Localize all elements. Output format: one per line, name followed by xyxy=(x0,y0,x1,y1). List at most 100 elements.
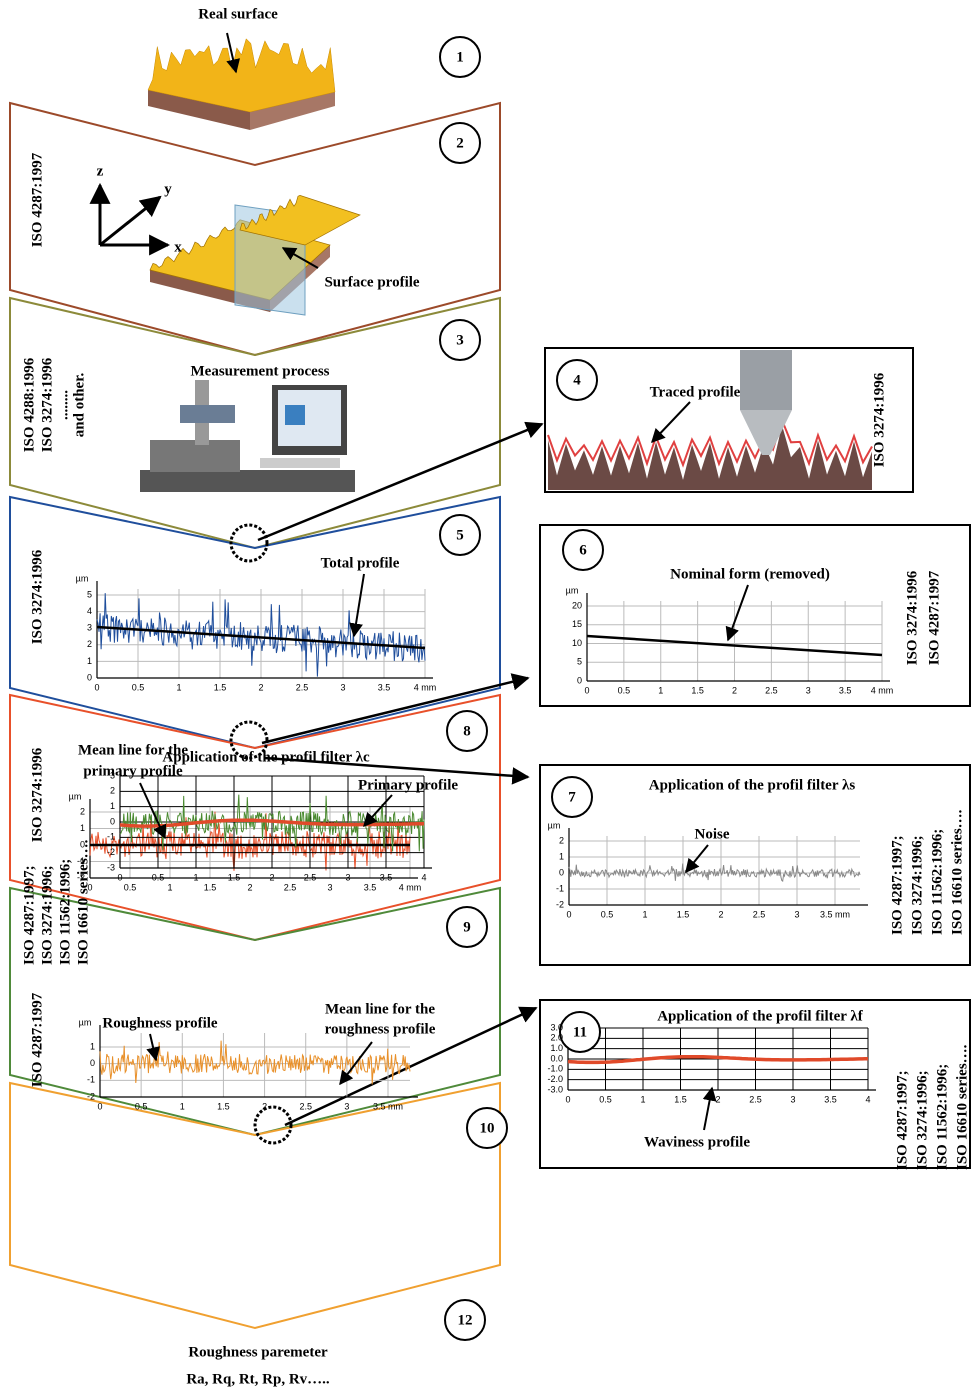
iso-label: ISO 3274:1996 xyxy=(39,357,55,452)
y-tick-label: 15 xyxy=(572,619,582,629)
y-tick-label: -1.0 xyxy=(547,1064,563,1074)
y-tick-label: 1 xyxy=(87,656,92,666)
x-tick-label: 2.5 xyxy=(284,882,297,892)
x-tick-label: 1.5 xyxy=(214,682,227,692)
iso-label: ISO 11562:1996; xyxy=(57,859,73,965)
x-tick-label: 1.5 xyxy=(204,882,217,892)
label: Nominal form (removed) xyxy=(670,566,830,582)
step-number: 11 xyxy=(573,1024,587,1040)
x-tick-label: 2 xyxy=(262,1101,267,1111)
panel-7 xyxy=(540,765,970,965)
step-number: 5 xyxy=(456,527,464,543)
label: primary profile xyxy=(83,763,183,779)
y-tick-label: -1 xyxy=(107,832,115,842)
y-tick-label: -2 xyxy=(556,899,564,909)
step-number: 3 xyxy=(456,332,464,348)
iso-label: ISO 16610 series…. xyxy=(954,1044,970,1170)
x-tick-label: 1 xyxy=(167,882,172,892)
x-tick-label: 1.5 xyxy=(217,1101,230,1111)
x-tick-label: 0 xyxy=(566,909,571,919)
y-tick-label: 0 xyxy=(90,1058,95,1068)
axis-name: z xyxy=(97,163,104,179)
x-tick-label: 4 xyxy=(421,872,426,882)
iso-label: ISO 3274:1996; xyxy=(909,835,925,935)
label: Waviness profile xyxy=(644,1134,750,1150)
x-tick-label: 3 xyxy=(806,685,811,695)
x-tick-label: 2.5 xyxy=(749,1094,762,1104)
x-tick-label: 1.5 xyxy=(677,909,690,919)
y-tick-label: 3.0 xyxy=(550,1022,563,1032)
y-tick-label: 1 xyxy=(110,801,115,811)
y-tick-label: -2.0 xyxy=(547,1074,563,1084)
x-tick-label: 3 xyxy=(344,1101,349,1111)
x-tick-label: 0 xyxy=(565,1094,570,1104)
label: Traced profile xyxy=(650,384,741,400)
x-tick-label: 1 xyxy=(180,1101,185,1111)
iso-label: ISO 4287:1997 xyxy=(29,152,45,247)
y-tick-label: 4 xyxy=(87,606,92,616)
label: Surface profile xyxy=(324,274,419,290)
x-tick-label: 4 xyxy=(865,1094,870,1104)
y-tick-label: 1.0 xyxy=(550,1043,563,1053)
x-tick-label: 2.5 xyxy=(753,909,766,919)
mini-chart xyxy=(587,593,890,681)
unit-label: µm xyxy=(69,791,82,801)
axis-name: y xyxy=(164,181,172,197)
x-tick-label: 1 xyxy=(658,685,663,695)
x-tick-label: 0 xyxy=(97,1101,102,1111)
measurement-device-image xyxy=(140,380,355,492)
y-tick-label: 0.0 xyxy=(550,1053,563,1063)
y-tick-label: 3 xyxy=(87,623,92,633)
iso-label: ISO 4287:1997; xyxy=(889,835,905,935)
x-tick-label: 3.5 mm xyxy=(820,909,850,919)
x-tick-label: 0.5 xyxy=(618,685,631,695)
x-tick-label: 3.5 xyxy=(839,685,852,695)
x-tick-label: 2 xyxy=(715,1094,720,1104)
iso-label: ISO 4288:1996 xyxy=(21,357,37,452)
y-tick-label: 10 xyxy=(572,638,582,648)
label: roughness profile xyxy=(325,1021,436,1037)
x-tick-label: 0.5 xyxy=(132,682,145,692)
x-tick-label: 3.5 xyxy=(378,682,391,692)
x-tick-label: 2 xyxy=(732,685,737,695)
profile-axes xyxy=(100,185,168,245)
iso-label: ISO 3274:1996 xyxy=(904,570,920,665)
x-tick-label: 3.5 xyxy=(380,872,393,882)
label: Measurement process xyxy=(191,363,330,379)
iso-label: ........ xyxy=(55,390,71,420)
x-tick-label: 2 xyxy=(269,872,274,882)
x-tick-label: 3 xyxy=(790,1094,795,1104)
iso-label: ISO 3274:1996; xyxy=(914,1070,930,1170)
y-tick-label: 20 xyxy=(572,600,582,610)
y-tick-label: 5 xyxy=(87,589,92,599)
iso-label: ISO 4287:1997 xyxy=(926,570,942,665)
step-number: 2 xyxy=(456,135,464,151)
step-number: 7 xyxy=(568,789,576,805)
y-tick-label: -2 xyxy=(87,1091,95,1101)
mini-chart xyxy=(90,799,418,878)
unit-label: µm xyxy=(76,573,89,583)
x-tick-label: 0.5 xyxy=(124,882,137,892)
x-tick-label: 1.5 xyxy=(674,1094,687,1104)
x-tick-label: 1 xyxy=(176,682,181,692)
unit-label: µm xyxy=(79,1017,92,1027)
x-tick-label: 3.5 xyxy=(364,882,377,892)
y-tick-label: -3.0 xyxy=(547,1084,563,1094)
x-tick-label: 2.5 xyxy=(299,1101,312,1111)
x-tick-label: 1 xyxy=(193,872,198,882)
label: Application of the profil filter λc xyxy=(162,749,370,765)
step-number: 8 xyxy=(463,723,471,739)
label: Roughness paremeter xyxy=(188,1344,328,1360)
iso-label: ISO 16610 series…. xyxy=(949,809,965,935)
step-number: 1 xyxy=(456,49,464,65)
y-tick-label: 2 xyxy=(87,639,92,649)
y-tick-label: 2.0 xyxy=(550,1033,563,1043)
y-tick-label: 2 xyxy=(110,786,115,796)
x-tick-label: 0.5 xyxy=(601,909,614,919)
x-tick-label: 0.5 xyxy=(135,1101,148,1111)
mini-chart xyxy=(97,581,433,678)
label: Application of the profil filter λf xyxy=(657,1008,864,1024)
x-tick-label: 3.5 mm xyxy=(373,1101,403,1111)
iso-label: ISO 11562:1996; xyxy=(929,829,945,935)
